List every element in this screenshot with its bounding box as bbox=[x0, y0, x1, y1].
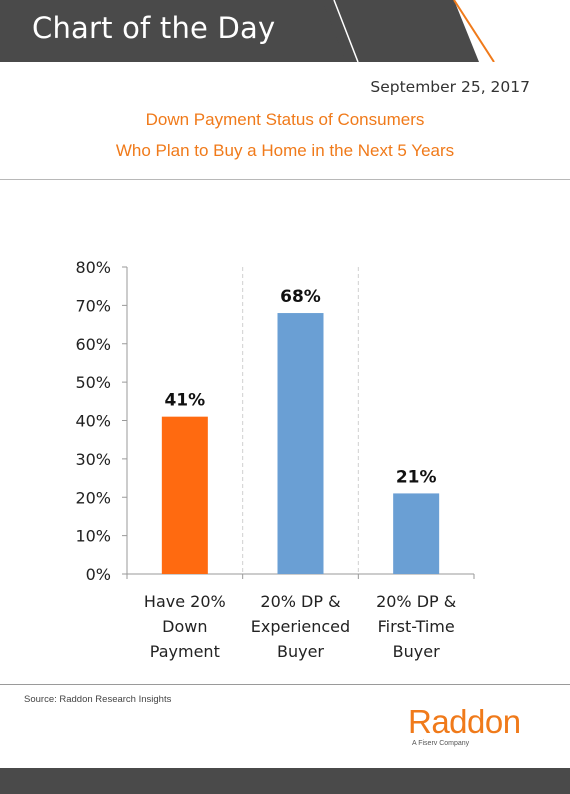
category-label: Have 20% bbox=[144, 592, 226, 611]
chart-title-line-1: Down Payment Status of Consumers bbox=[145, 110, 425, 129]
footer-bar bbox=[0, 768, 570, 794]
category-label: Buyer bbox=[393, 642, 440, 661]
top-divider bbox=[0, 179, 570, 180]
category-label: 20% DP & bbox=[260, 592, 340, 611]
category-label: Down bbox=[162, 617, 207, 636]
raddon-logo-tagline: A Fiserv Company bbox=[412, 740, 470, 747]
data-label: 68% bbox=[280, 287, 321, 307]
raddon-logo: Raddon bbox=[408, 703, 521, 740]
category-label: Payment bbox=[150, 642, 220, 661]
y-tick-label: 40% bbox=[75, 412, 111, 431]
y-tick-label: 10% bbox=[75, 527, 111, 546]
chart-title-line-2: Who Plan to Buy a Home in the Next 5 Yea… bbox=[115, 141, 455, 160]
bar bbox=[277, 313, 324, 574]
y-tick-label: 80% bbox=[75, 258, 111, 277]
category-label: First-Time bbox=[378, 617, 455, 636]
bar-chart: 0% 10% 20% 30% 40% 50% 60% 70% 80% 41% Have 20% Dow… bbox=[75, 258, 475, 661]
y-tick-label: 50% bbox=[75, 373, 111, 392]
header-title: Chart of the Day bbox=[32, 11, 276, 45]
bar bbox=[161, 416, 208, 574]
category-label: Buyer bbox=[277, 642, 324, 661]
header-banner bbox=[0, 0, 495, 62]
y-tick-label: 70% bbox=[75, 296, 111, 315]
category-label: 20% DP & bbox=[376, 592, 456, 611]
y-tick-label: 0% bbox=[86, 565, 111, 584]
category-label: Experienced bbox=[251, 617, 350, 636]
data-label: 41% bbox=[164, 391, 205, 411]
date-label: September 25, 2017 bbox=[370, 78, 530, 96]
data-label: 21% bbox=[396, 467, 437, 487]
source-note: Source: Raddon Research Insights bbox=[24, 694, 172, 705]
y-tick-label: 30% bbox=[75, 450, 111, 469]
y-tick-label: 20% bbox=[75, 488, 111, 507]
bottom-divider bbox=[0, 684, 570, 685]
y-tick-label: 60% bbox=[75, 335, 111, 354]
bar bbox=[393, 493, 440, 574]
